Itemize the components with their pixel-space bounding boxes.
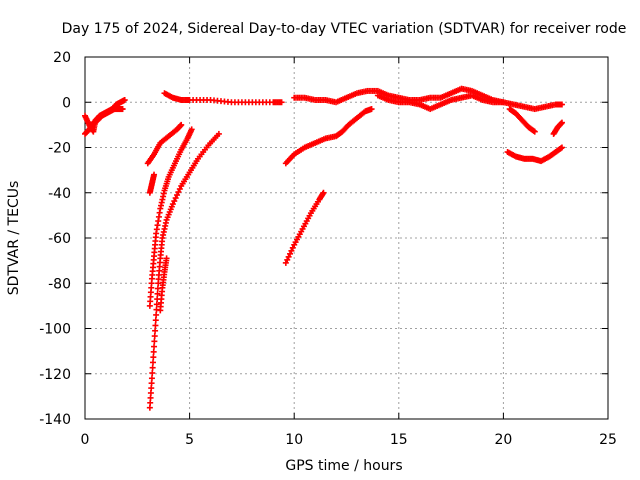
series-arc-7 <box>157 255 170 314</box>
data-point-marker <box>215 130 222 137</box>
data-point-marker <box>151 338 158 345</box>
y-tick-label: 0 <box>62 95 71 111</box>
data-point-marker <box>163 255 170 262</box>
y-tick-label: -140 <box>39 412 71 428</box>
data-point-marker <box>500 99 507 106</box>
series-arc-2 <box>161 90 285 106</box>
data-point-marker <box>152 317 159 324</box>
data-point-marker <box>119 106 126 113</box>
data-points <box>82 85 565 411</box>
data-point-marker <box>558 101 565 108</box>
data-point-marker <box>282 259 289 266</box>
data-point-marker <box>150 354 157 361</box>
y-tick-label: -80 <box>48 276 71 292</box>
series-arc-12 <box>506 106 538 135</box>
data-point-marker <box>152 322 159 329</box>
data-point-marker <box>152 327 159 334</box>
data-point-marker <box>172 195 179 202</box>
data-point-marker <box>285 253 292 260</box>
series-arc-14 <box>550 119 565 137</box>
series-arc-3 <box>144 121 185 167</box>
data-point-marker <box>289 244 296 251</box>
x-axis-label: GPS time / hours <box>285 458 402 474</box>
data-point-marker <box>368 106 375 113</box>
axis-ticks: 0 5 10 15 20 25 -140 -120 -100 -80 -60 -40 -20 0 20 <box>39 50 617 448</box>
y-axis-label: SDTVAR / TECUs <box>6 181 22 296</box>
data-point-marker <box>178 121 185 128</box>
data-point-marker <box>153 311 160 318</box>
series-arc-5 <box>146 126 195 309</box>
x-tick-label: 25 <box>599 432 617 448</box>
x-tick-label: 10 <box>285 432 303 448</box>
data-point-marker <box>148 375 155 382</box>
data-point-marker <box>531 128 538 135</box>
y-tick-label: 20 <box>53 50 71 66</box>
data-point-marker <box>320 189 327 196</box>
data-point-marker <box>150 348 157 355</box>
series-arc-4 <box>146 171 158 196</box>
data-point-marker <box>175 188 182 195</box>
data-point-marker <box>151 171 158 178</box>
series-arc-9 <box>282 189 327 266</box>
grid-lines <box>85 57 608 419</box>
data-point-marker <box>153 301 160 308</box>
y-tick-label: -120 <box>39 367 71 383</box>
data-point-marker <box>174 192 181 199</box>
y-tick-label: -40 <box>48 186 71 202</box>
series-arc-6 <box>146 130 222 411</box>
data-point-marker <box>169 201 176 208</box>
x-tick-label: 0 <box>81 432 90 448</box>
data-point-marker <box>121 96 128 103</box>
y-tick-label: -60 <box>48 231 71 247</box>
data-point-marker <box>149 359 156 366</box>
x-tick-label: 15 <box>390 432 408 448</box>
y-tick-label: -20 <box>48 141 71 157</box>
series-arc-11 <box>374 92 507 113</box>
data-point-marker <box>287 250 294 257</box>
data-point-marker <box>284 256 291 263</box>
data-point-marker <box>288 247 295 254</box>
chart-title: Day 175 of 2024, Sidereal Day-to-day VTE… <box>62 21 627 37</box>
data-point-marker <box>278 99 285 106</box>
series-arc-13 <box>504 144 565 165</box>
data-point-marker <box>149 364 156 371</box>
data-point-marker <box>176 185 183 192</box>
data-point-marker <box>558 119 565 126</box>
data-point-marker <box>188 126 195 133</box>
series-arc-1b <box>82 106 126 137</box>
series-arc-8 <box>282 106 375 167</box>
x-tick-label: 5 <box>185 432 194 448</box>
data-point-marker <box>151 333 158 340</box>
y-tick-label: -100 <box>39 322 71 338</box>
data-point-marker <box>558 144 565 151</box>
data-point-marker <box>151 343 158 350</box>
x-tick-label: 20 <box>494 432 512 448</box>
data-point-marker <box>154 290 161 297</box>
data-point-marker <box>171 198 178 205</box>
data-point-marker <box>149 369 156 376</box>
